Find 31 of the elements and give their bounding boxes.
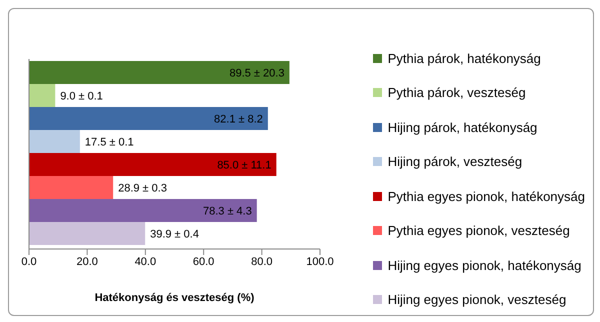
legend-label: Hijing egyes pionok, veszteség [388,292,566,308]
x-tick-label: 40.0 [134,256,156,268]
bar [29,84,56,107]
x-tick-label: 100.0 [306,256,334,268]
data-label: 78.3 ± 4.3 [202,205,252,218]
data-label: 39.9 ± 0.4 [150,228,199,240]
data-label: 28.9 ± 0.3 [118,182,167,194]
bar [29,153,276,176]
data-label: 82.1 ± 8.2 [214,113,263,126]
x-tick-label: 0.0 [21,256,37,268]
bar [29,222,146,245]
data-label: 9.0 ± 0.1 [60,90,103,102]
legend-label: Hijing párok, veszteség [388,154,522,170]
bar [29,176,114,199]
data-label: 17.5 ± 0.1 [84,136,134,148]
x-axis-title: Hatékonyság és veszteség (%) [94,292,255,304]
legend-label: Pythia egyes pionok, veszteség [388,223,570,238]
legend-label: Hijing egyes pionok, hatékonyság [388,258,582,273]
legend-label: Hijing párok, hatékonyság [388,120,538,135]
data-label: 85.0 ± 11.1 [217,159,272,172]
data-label: 89.5 ± 20.3 [229,67,284,80]
bar [29,199,257,222]
legend-label: Pythia egyes pionok, hatékonyság [388,188,585,204]
x-tick-label: 20.0 [76,256,98,268]
x-tick-label: 80.0 [251,256,273,268]
legend-label: Pythia párok, veszteség [388,85,526,100]
bar [29,130,80,153]
bar [29,107,268,130]
legend-label: Pythia párok, hatékonyság [388,50,541,66]
x-tick-label: 60.0 [192,256,214,268]
bar [29,61,290,84]
